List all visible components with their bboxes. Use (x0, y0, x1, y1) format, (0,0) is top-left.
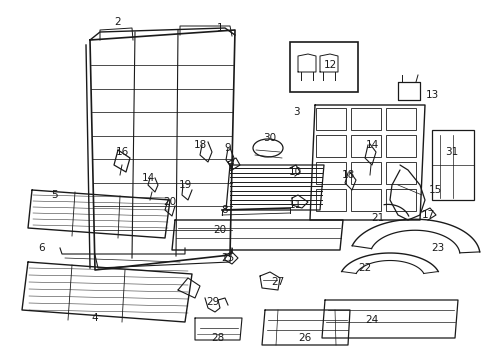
Text: 28: 28 (211, 333, 224, 343)
Text: 20: 20 (213, 225, 226, 235)
Bar (385, 135, 415, 157)
Text: 22: 22 (358, 263, 371, 273)
Text: 12: 12 (323, 60, 336, 70)
Bar (385, 108, 415, 130)
Bar (350, 108, 380, 130)
Bar (350, 162, 380, 184)
Text: 8: 8 (221, 205, 228, 215)
Text: 21: 21 (370, 213, 384, 223)
Bar (315, 162, 346, 184)
Text: 17: 17 (421, 210, 434, 220)
Text: 27: 27 (271, 277, 284, 287)
Text: 9: 9 (224, 143, 231, 153)
Bar (431, 130, 473, 200)
Text: 13: 13 (425, 90, 438, 100)
Text: 25: 25 (221, 253, 234, 263)
Text: 26: 26 (298, 333, 311, 343)
Bar (315, 135, 346, 157)
Text: 18: 18 (193, 140, 206, 150)
Text: 14: 14 (141, 173, 154, 183)
Text: 15: 15 (427, 185, 441, 195)
Text: 10: 10 (288, 167, 301, 177)
Text: 1: 1 (216, 23, 223, 33)
Text: 30: 30 (263, 133, 276, 143)
Text: 14: 14 (365, 140, 378, 150)
Text: 29: 29 (206, 297, 219, 307)
Text: 5: 5 (52, 190, 58, 200)
Bar (385, 162, 415, 184)
Text: 31: 31 (445, 147, 458, 157)
Text: 23: 23 (430, 243, 444, 253)
Text: 3: 3 (292, 107, 299, 117)
Bar (350, 135, 380, 157)
Bar (385, 189, 415, 211)
Text: 18: 18 (341, 170, 354, 180)
Text: 19: 19 (178, 180, 191, 190)
Bar (315, 189, 346, 211)
Bar (350, 189, 380, 211)
Bar (315, 108, 346, 130)
Text: 24: 24 (365, 315, 378, 325)
Text: 20: 20 (163, 197, 176, 207)
Text: 6: 6 (39, 243, 45, 253)
Text: 4: 4 (92, 313, 98, 323)
Text: 2: 2 (115, 17, 121, 27)
Text: 7: 7 (226, 163, 233, 173)
Text: 11: 11 (288, 200, 301, 210)
Bar (289, 42, 357, 92)
Text: 16: 16 (115, 147, 128, 157)
